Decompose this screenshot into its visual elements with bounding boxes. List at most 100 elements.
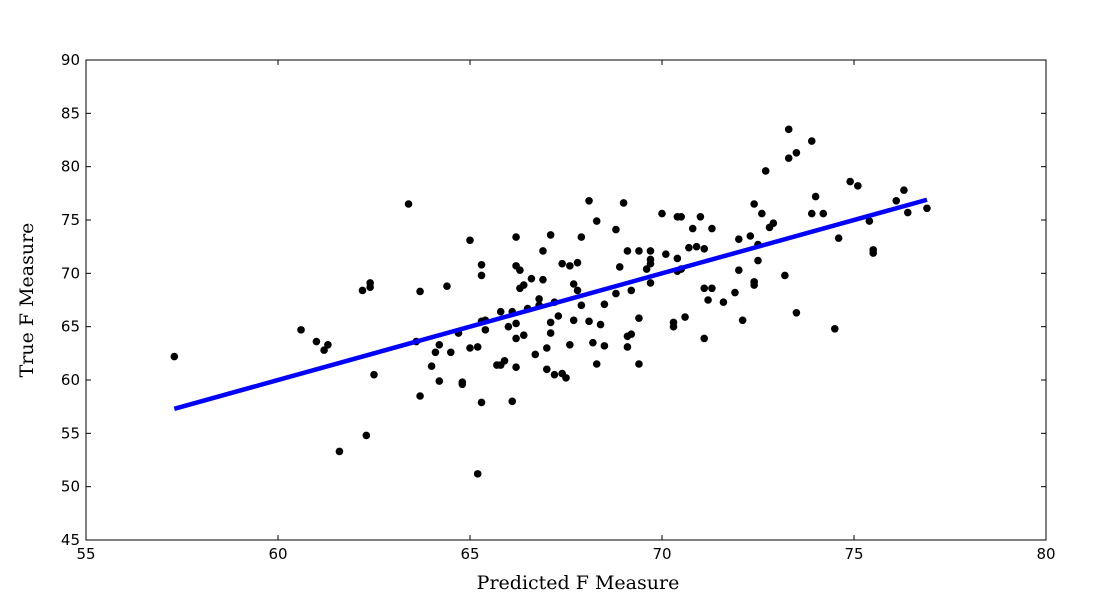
y-tick-label: 75: [61, 211, 80, 229]
data-point: [646, 259, 655, 268]
x-tick-label: 55: [76, 545, 95, 563]
data-point: [754, 256, 762, 265]
data-point: [735, 266, 743, 274]
data-point: [646, 279, 655, 287]
x-axis-title: Predicted F Measure: [477, 572, 680, 594]
y-tick-label: 55: [61, 424, 80, 442]
data-point: [427, 362, 436, 370]
x-tick-label: 80: [1036, 545, 1055, 563]
data-point: [312, 337, 321, 346]
data-point: [535, 295, 543, 303]
x-tick-label: 60: [268, 545, 287, 563]
fit-line-layer: [173, 197, 928, 411]
data-point: [566, 341, 574, 349]
data-point: [761, 167, 770, 175]
data-point: [466, 344, 474, 352]
data-point: [819, 209, 828, 218]
data-point: [854, 182, 862, 190]
data-point: [646, 247, 655, 255]
regression-line: [173, 197, 928, 411]
data-point: [600, 342, 609, 350]
plot-frame: [85, 59, 1047, 541]
data-point: [416, 392, 424, 400]
data-point: [320, 346, 328, 354]
data-point: [673, 254, 682, 263]
data-point: [700, 334, 709, 343]
data-point: [869, 249, 877, 257]
data-point: [831, 325, 839, 333]
data-point: [600, 300, 609, 309]
data-point: [738, 316, 747, 325]
data-point: [615, 263, 624, 271]
x-tick-label: 70: [652, 545, 671, 563]
data-point: [612, 289, 620, 298]
data-point: [750, 281, 758, 289]
data-point: [431, 348, 440, 357]
y-tick-label: 90: [61, 51, 80, 69]
data-point: [539, 247, 547, 255]
data-point: [366, 283, 374, 292]
data-point: [416, 287, 424, 296]
data-point: [735, 235, 743, 243]
data-point: [585, 317, 593, 326]
data-point: [358, 286, 367, 295]
data-point: [642, 265, 651, 273]
data-point: [846, 177, 854, 186]
data-point: [635, 314, 643, 322]
x-tick-label: 75: [844, 545, 863, 563]
data-point: [481, 326, 490, 334]
data-point: [297, 326, 305, 334]
data-point: [708, 224, 716, 233]
x-axis-ticks: 55 60 65 70 75 80: [76, 60, 1056, 563]
data-point: [519, 331, 528, 340]
data-point: [573, 258, 582, 267]
data-point: [546, 231, 555, 239]
data-point: [466, 236, 474, 245]
data-point: [589, 338, 597, 347]
data-point: [519, 281, 528, 289]
data-point: [362, 431, 371, 440]
data-point: [769, 219, 778, 227]
data-point: [658, 209, 666, 218]
data-point: [758, 209, 766, 218]
data-point: [435, 377, 444, 385]
data-point: [781, 271, 789, 280]
data-point: [516, 266, 524, 274]
data-point: [170, 352, 179, 361]
data-point: [677, 213, 685, 221]
y-tick-label: 70: [61, 264, 80, 282]
y-tick-label: 45: [61, 531, 80, 549]
data-point: [692, 242, 701, 251]
data-point: [903, 208, 912, 217]
data-point: [577, 233, 586, 241]
data-point: [627, 330, 636, 338]
data-point: [558, 259, 566, 268]
data-point: [473, 343, 482, 351]
data-point: [807, 209, 816, 218]
points-layer: [170, 125, 931, 478]
data-point: [527, 274, 536, 283]
y-tick-label: 80: [61, 158, 80, 176]
data-point: [443, 282, 451, 290]
data-point: [900, 186, 908, 194]
data-point: [669, 322, 678, 331]
data-point: [635, 247, 643, 255]
data-point: [508, 397, 517, 406]
data-point: [592, 217, 601, 225]
data-point: [892, 197, 901, 205]
data-point: [708, 284, 716, 293]
y-tick-label: 65: [61, 318, 80, 336]
y-tick-label: 50: [61, 478, 80, 496]
data-point: [792, 309, 801, 317]
data-point: [865, 217, 874, 225]
data-point: [577, 301, 586, 310]
data-point: [784, 125, 793, 134]
data-point: [543, 365, 551, 374]
data-point: [504, 322, 513, 331]
data-point: [531, 350, 540, 359]
data-point: [569, 316, 578, 325]
data-point: [923, 204, 931, 213]
data-point: [562, 374, 570, 382]
data-point: [681, 313, 689, 321]
